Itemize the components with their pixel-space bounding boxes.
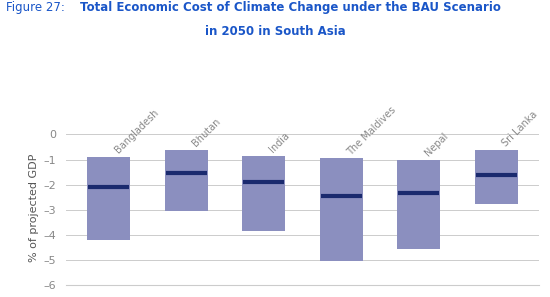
Text: Bhutan: Bhutan	[190, 117, 222, 149]
Text: The Maldives: The Maldives	[345, 105, 398, 157]
Text: Sri Lanka: Sri Lanka	[500, 110, 540, 149]
Bar	[475, 150, 518, 203]
Text: Bangladesh: Bangladesh	[113, 108, 160, 155]
Text: India: India	[268, 130, 292, 154]
Bar	[243, 156, 285, 231]
Text: Figure 27:: Figure 27:	[6, 1, 64, 15]
Bar	[320, 158, 362, 261]
Text: in 2050 in South Asia: in 2050 in South Asia	[205, 25, 345, 38]
Bar	[87, 157, 130, 240]
Bar	[398, 159, 440, 249]
Y-axis label: % of projected GDP: % of projected GDP	[29, 154, 40, 262]
Text: Total Economic Cost of Climate Change under the BAU Scenario: Total Economic Cost of Climate Change un…	[80, 1, 500, 15]
Bar	[165, 150, 207, 211]
Text: Nepal: Nepal	[423, 131, 450, 158]
